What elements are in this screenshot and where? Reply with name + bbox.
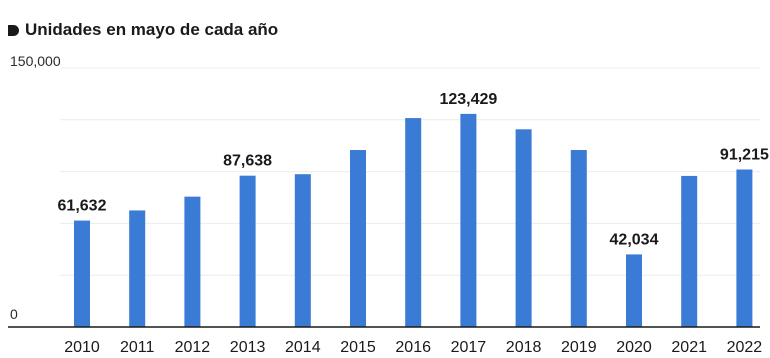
- chart-title-text: Unidades en mayo de cada año: [25, 20, 279, 39]
- bar-2012: [184, 196, 201, 327]
- bar-2014: [294, 174, 311, 327]
- x-tick-label: 2019: [561, 339, 597, 356]
- bar-2015: [350, 150, 366, 327]
- bar-2013: [239, 175, 256, 327]
- bar-2010: [74, 220, 90, 327]
- data-label-2010: 61,632: [58, 198, 107, 215]
- x-tick-label: 2022: [727, 339, 763, 356]
- bar-2017: [460, 113, 477, 327]
- chart-title: Unidades en mayo de cada año: [8, 20, 278, 40]
- x-tick-label: 2017: [451, 339, 487, 356]
- x-tick-label: 2010: [64, 339, 100, 356]
- x-tick-label: 2014: [285, 339, 321, 356]
- x-tick-label: 2021: [671, 339, 707, 356]
- x-tick-label: 2011: [120, 339, 155, 356]
- bar-2016: [405, 118, 422, 327]
- data-label-2020: 42,034: [610, 231, 659, 248]
- title-marker-icon: [8, 24, 19, 36]
- bar-2020: [626, 254, 642, 327]
- bar-2021: [681, 175, 698, 327]
- data-label-2013: 87,638: [223, 153, 272, 170]
- bar-2019: [570, 150, 587, 327]
- x-tick-label: 2018: [506, 339, 542, 356]
- bar-2022: [736, 169, 753, 327]
- x-tick-label: 2015: [340, 339, 376, 356]
- x-tick-label: 2013: [230, 339, 266, 356]
- bar-2018: [515, 129, 532, 327]
- data-label-2017: 123,429: [439, 91, 497, 108]
- x-tick-label: 2012: [175, 339, 211, 356]
- bar-2011: [129, 210, 146, 327]
- x-tick-label: 2020: [616, 339, 652, 356]
- x-tick-label: 2016: [395, 339, 431, 356]
- y-tick-label: 150,000: [10, 53, 61, 69]
- y-tick-label: 0: [10, 306, 18, 322]
- data-label-2022: 91,215: [720, 147, 769, 164]
